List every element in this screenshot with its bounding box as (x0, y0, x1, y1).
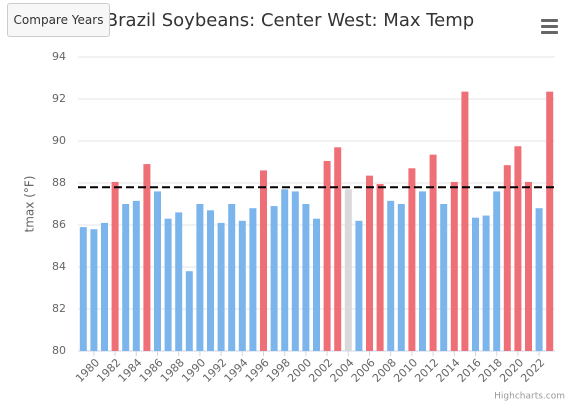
x-tick-label: 2014 (434, 356, 463, 385)
bar (260, 170, 267, 351)
bar (397, 204, 405, 351)
bar (132, 200, 140, 351)
bar (228, 204, 236, 351)
x-tick-label: 2006 (349, 356, 378, 385)
x-tick-label: 1986 (137, 356, 166, 385)
chart-title: Brazil Soybeans: Center West: Max Temp (106, 10, 474, 31)
bar (196, 204, 204, 351)
y-tick-label: 92 (52, 92, 66, 105)
bar (238, 220, 246, 351)
bar (101, 222, 108, 351)
bar (472, 217, 479, 351)
bar (503, 165, 511, 351)
bar (313, 218, 320, 351)
bar (429, 154, 437, 351)
bar (249, 208, 257, 351)
bar (154, 191, 161, 351)
credits[interactable]: Highcharts.com (494, 392, 565, 402)
x-tick-label: 2000 (285, 356, 314, 385)
x-tick-label: 2016 (455, 356, 484, 385)
bar (440, 204, 448, 351)
bar (525, 181, 532, 351)
bar (217, 222, 225, 351)
bar (334, 147, 342, 351)
y-tick-label: 82 (52, 302, 66, 315)
y-tick-label: 88 (52, 176, 66, 189)
x-tick-label: 1982 (94, 356, 123, 385)
bar (302, 204, 310, 351)
bar (493, 191, 501, 351)
bar (376, 184, 384, 351)
bar (270, 206, 278, 351)
y-tick-label: 86 (52, 218, 66, 231)
bar (461, 91, 469, 352)
x-tick-label: 2004 (328, 356, 357, 385)
y-axis-label: tmax (°F) (23, 176, 37, 233)
bar (387, 200, 395, 351)
bar (111, 181, 119, 351)
bar (79, 227, 87, 351)
bar (143, 164, 151, 351)
bar (546, 91, 554, 352)
bar (90, 229, 98, 351)
x-tick-label: 2022 (518, 356, 547, 385)
y-tick-label: 84 (52, 260, 66, 273)
x-tick-label: 2008 (370, 356, 399, 385)
x-tick-label: 1984 (116, 356, 145, 385)
bar (164, 218, 172, 351)
bar (419, 191, 426, 351)
bar (344, 189, 352, 351)
x-tick-label: 2020 (497, 356, 526, 385)
bar (281, 189, 289, 351)
x-tick-label: 2002 (306, 356, 335, 385)
bar (122, 204, 130, 351)
x-tick-label: 1990 (179, 356, 208, 385)
bar (323, 160, 331, 351)
bar (535, 208, 543, 351)
bar (207, 210, 214, 351)
compare-years-button[interactable]: Compare Years (7, 3, 110, 37)
bar (408, 168, 416, 351)
bar (291, 191, 299, 351)
x-tick-label: 2010 (391, 356, 420, 385)
y-tick-label: 90 (52, 134, 66, 147)
bar (366, 175, 373, 351)
x-tick-label: 2018 (476, 356, 505, 385)
bar (355, 220, 363, 351)
x-tick-label: 1988 (158, 356, 187, 385)
x-tick-label: 2012 (412, 356, 441, 385)
bar (175, 212, 183, 351)
y-tick-label: 94 (52, 50, 66, 63)
bar (185, 271, 193, 351)
x-tick-label: 1998 (264, 356, 293, 385)
x-tick-label: 1994 (222, 356, 251, 385)
x-tick-label: 1992 (200, 356, 229, 385)
x-tick-label: 1980 (73, 356, 102, 385)
x-tick-label: 1996 (243, 356, 272, 385)
bar (482, 215, 490, 351)
y-tick-label: 80 (52, 344, 66, 357)
bar (514, 146, 522, 351)
bar (450, 181, 458, 351)
menu-icon[interactable] (541, 19, 558, 34)
